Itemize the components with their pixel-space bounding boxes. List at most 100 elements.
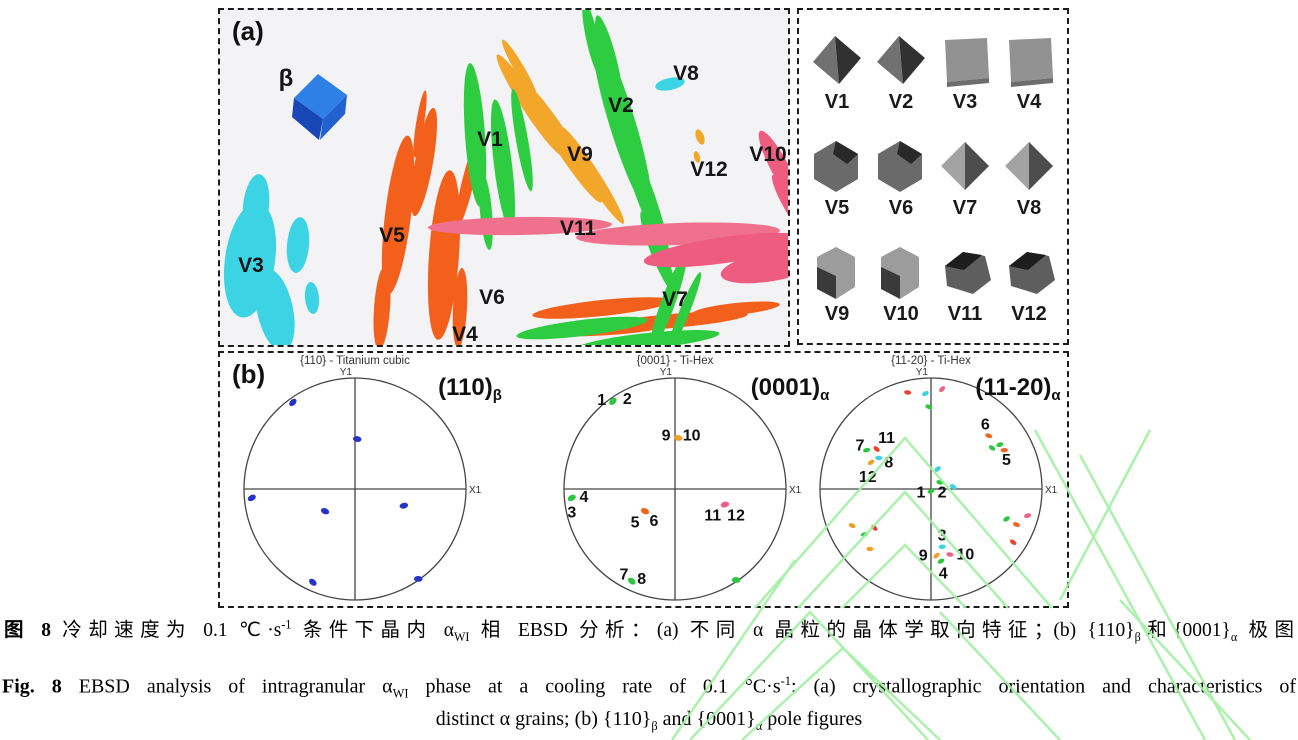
pole-point xyxy=(609,397,617,405)
pole-figure-name: (110)β xyxy=(438,374,502,404)
pole-point xyxy=(904,390,912,395)
unit-cell-label: V9 xyxy=(824,303,850,326)
grain-label: V8 xyxy=(673,62,699,85)
panel-a-label: (a) xyxy=(232,16,264,46)
unit-cell: V3 xyxy=(933,20,997,126)
pole-point-label: 7 xyxy=(856,438,865,455)
ebsd-map: β V1 V2 V3 V4 V5 V6 V7 V8 V9 V10 V11 V12 xyxy=(223,10,788,345)
unit-cell: V5 xyxy=(805,126,869,232)
grain-label: V4 xyxy=(452,323,478,345)
pole-point-label: 4 xyxy=(939,565,948,582)
unit-cell-panel: V1 V2 V3 V4 V5 V6 V7 V8 V9 V10 V11 V12 xyxy=(797,8,1069,345)
pole-point xyxy=(399,502,409,509)
x-axis-label: X1 xyxy=(1045,485,1058,496)
pole-point-label: 9 xyxy=(919,548,928,565)
unit-cell-label: V8 xyxy=(1016,196,1042,219)
x-axis-label: X1 xyxy=(789,485,802,496)
caption-segment: distinct α grains; (b) {110} xyxy=(435,708,652,730)
unit-cell-drawing xyxy=(1005,141,1053,190)
unit-cell-label: V10 xyxy=(883,303,919,326)
unit-cell-drawing xyxy=(881,247,919,300)
unit-cell-label: V3 xyxy=(952,90,978,113)
pole-point xyxy=(922,390,929,397)
caption-segment: 冷却速度为 0.1 ℃·s xyxy=(51,620,282,641)
panel-a: β V1 V2 V3 V4 V5 V6 V7 V8 V9 V10 V11 V12 (a) xyxy=(218,8,790,347)
unit-cell-drawing xyxy=(1009,252,1055,295)
grain-label: V7 xyxy=(662,288,688,311)
pole-point xyxy=(925,404,933,410)
rose-grains xyxy=(643,130,788,284)
caption-segment: WI xyxy=(453,629,470,644)
grain-label: V11 xyxy=(560,217,597,240)
unit-cell-drawing xyxy=(945,252,991,295)
unit-cell-label: V5 xyxy=(824,196,850,219)
pole-point-label: 6 xyxy=(981,417,990,434)
unit-cell-drawing xyxy=(817,247,855,300)
caption-segment: -1 xyxy=(281,617,292,632)
pole-point-label: 8 xyxy=(884,454,893,471)
unit-cell: V1 xyxy=(805,20,869,126)
unit-cell-label: V2 xyxy=(888,90,914,113)
unit-cell: V10 xyxy=(869,233,933,339)
pole-point-label: 2 xyxy=(623,391,632,408)
pole-point-label: 5 xyxy=(631,514,640,531)
unit-cell-drawing xyxy=(814,140,858,192)
grain-label: V1 xyxy=(477,128,503,151)
pole-figure-name: (0001)α xyxy=(751,374,830,404)
pole-figure-title: {11-20} - Ti-Hex xyxy=(891,355,971,367)
grain-label: V10 xyxy=(749,143,786,166)
unit-cell-drawing xyxy=(877,35,925,84)
pole-point-label: 3 xyxy=(938,528,947,545)
pole-point xyxy=(720,501,730,508)
pole-point xyxy=(309,578,317,586)
pole-point xyxy=(352,436,362,442)
pole-point xyxy=(627,577,636,585)
caption-segment: Fig. 8 xyxy=(2,675,62,698)
pole-point-label: 1 xyxy=(597,392,606,409)
y-axis-label: Y1 xyxy=(340,367,353,378)
grain-label: V6 xyxy=(479,286,505,309)
caption-english-line2: distinct α grains; (b) {110}β and {0001}… xyxy=(0,708,1298,734)
pole-point-label: 5 xyxy=(1002,452,1011,469)
unit-cell-drawing xyxy=(941,141,989,190)
pole-point xyxy=(289,398,297,407)
unit-cell-grid: V1 V2 V3 V4 V5 V6 V7 V8 V9 V10 V11 V12 xyxy=(799,10,1067,343)
caption-segment: β xyxy=(651,719,658,733)
pole-point-label: 11 xyxy=(704,508,721,525)
caption-segment: : (a) crystallographic orientation and c… xyxy=(790,675,1296,698)
unit-cell: V7 xyxy=(933,126,997,232)
unit-cell-label: V1 xyxy=(824,90,850,113)
pole-point-label: 12 xyxy=(727,508,745,525)
pole-point-label: 7 xyxy=(619,566,628,583)
pole-figure-title: {0001} - Ti-Hex xyxy=(637,355,714,367)
y-axis-label: Y1 xyxy=(916,367,929,378)
caption-segment: phase at a cooling rate of 0.1 °C·s xyxy=(408,675,781,698)
unit-cell-drawing xyxy=(878,140,922,192)
unit-cell: V6 xyxy=(869,126,933,232)
pole-point xyxy=(939,386,946,393)
pole-point-label: 2 xyxy=(938,484,947,501)
cyan-grains xyxy=(223,77,685,345)
unit-cell: V9 xyxy=(805,233,869,339)
pole-point xyxy=(320,508,330,515)
unit-cell-drawing xyxy=(813,35,861,84)
unit-cell-label: V6 xyxy=(888,196,914,219)
unit-cell-label: V11 xyxy=(947,303,983,326)
amber-grains xyxy=(496,39,705,224)
pole-point-label: 6 xyxy=(649,513,658,530)
caption-chinese: 图 8 冷却速度为 0.1 ℃·s-1 条件下晶内 αWI 相 EBSD 分析：… xyxy=(4,613,1294,645)
grain-label: β xyxy=(279,65,294,92)
caption-english-line1: Fig. 8 EBSD analysis of intragranular αW… xyxy=(2,674,1296,702)
caption-segment: 条件下晶内 α xyxy=(291,620,454,641)
pole-point-label: 4 xyxy=(580,489,589,506)
pole-point-label: 10 xyxy=(683,428,701,445)
caption-segment: -1 xyxy=(780,674,791,688)
unit-cell: V12 xyxy=(997,233,1061,339)
x-axis-label: X1 xyxy=(469,485,482,496)
pole-point-label: 1 xyxy=(917,484,926,501)
pole-point xyxy=(640,508,650,515)
caption-segment: WI xyxy=(392,686,409,701)
